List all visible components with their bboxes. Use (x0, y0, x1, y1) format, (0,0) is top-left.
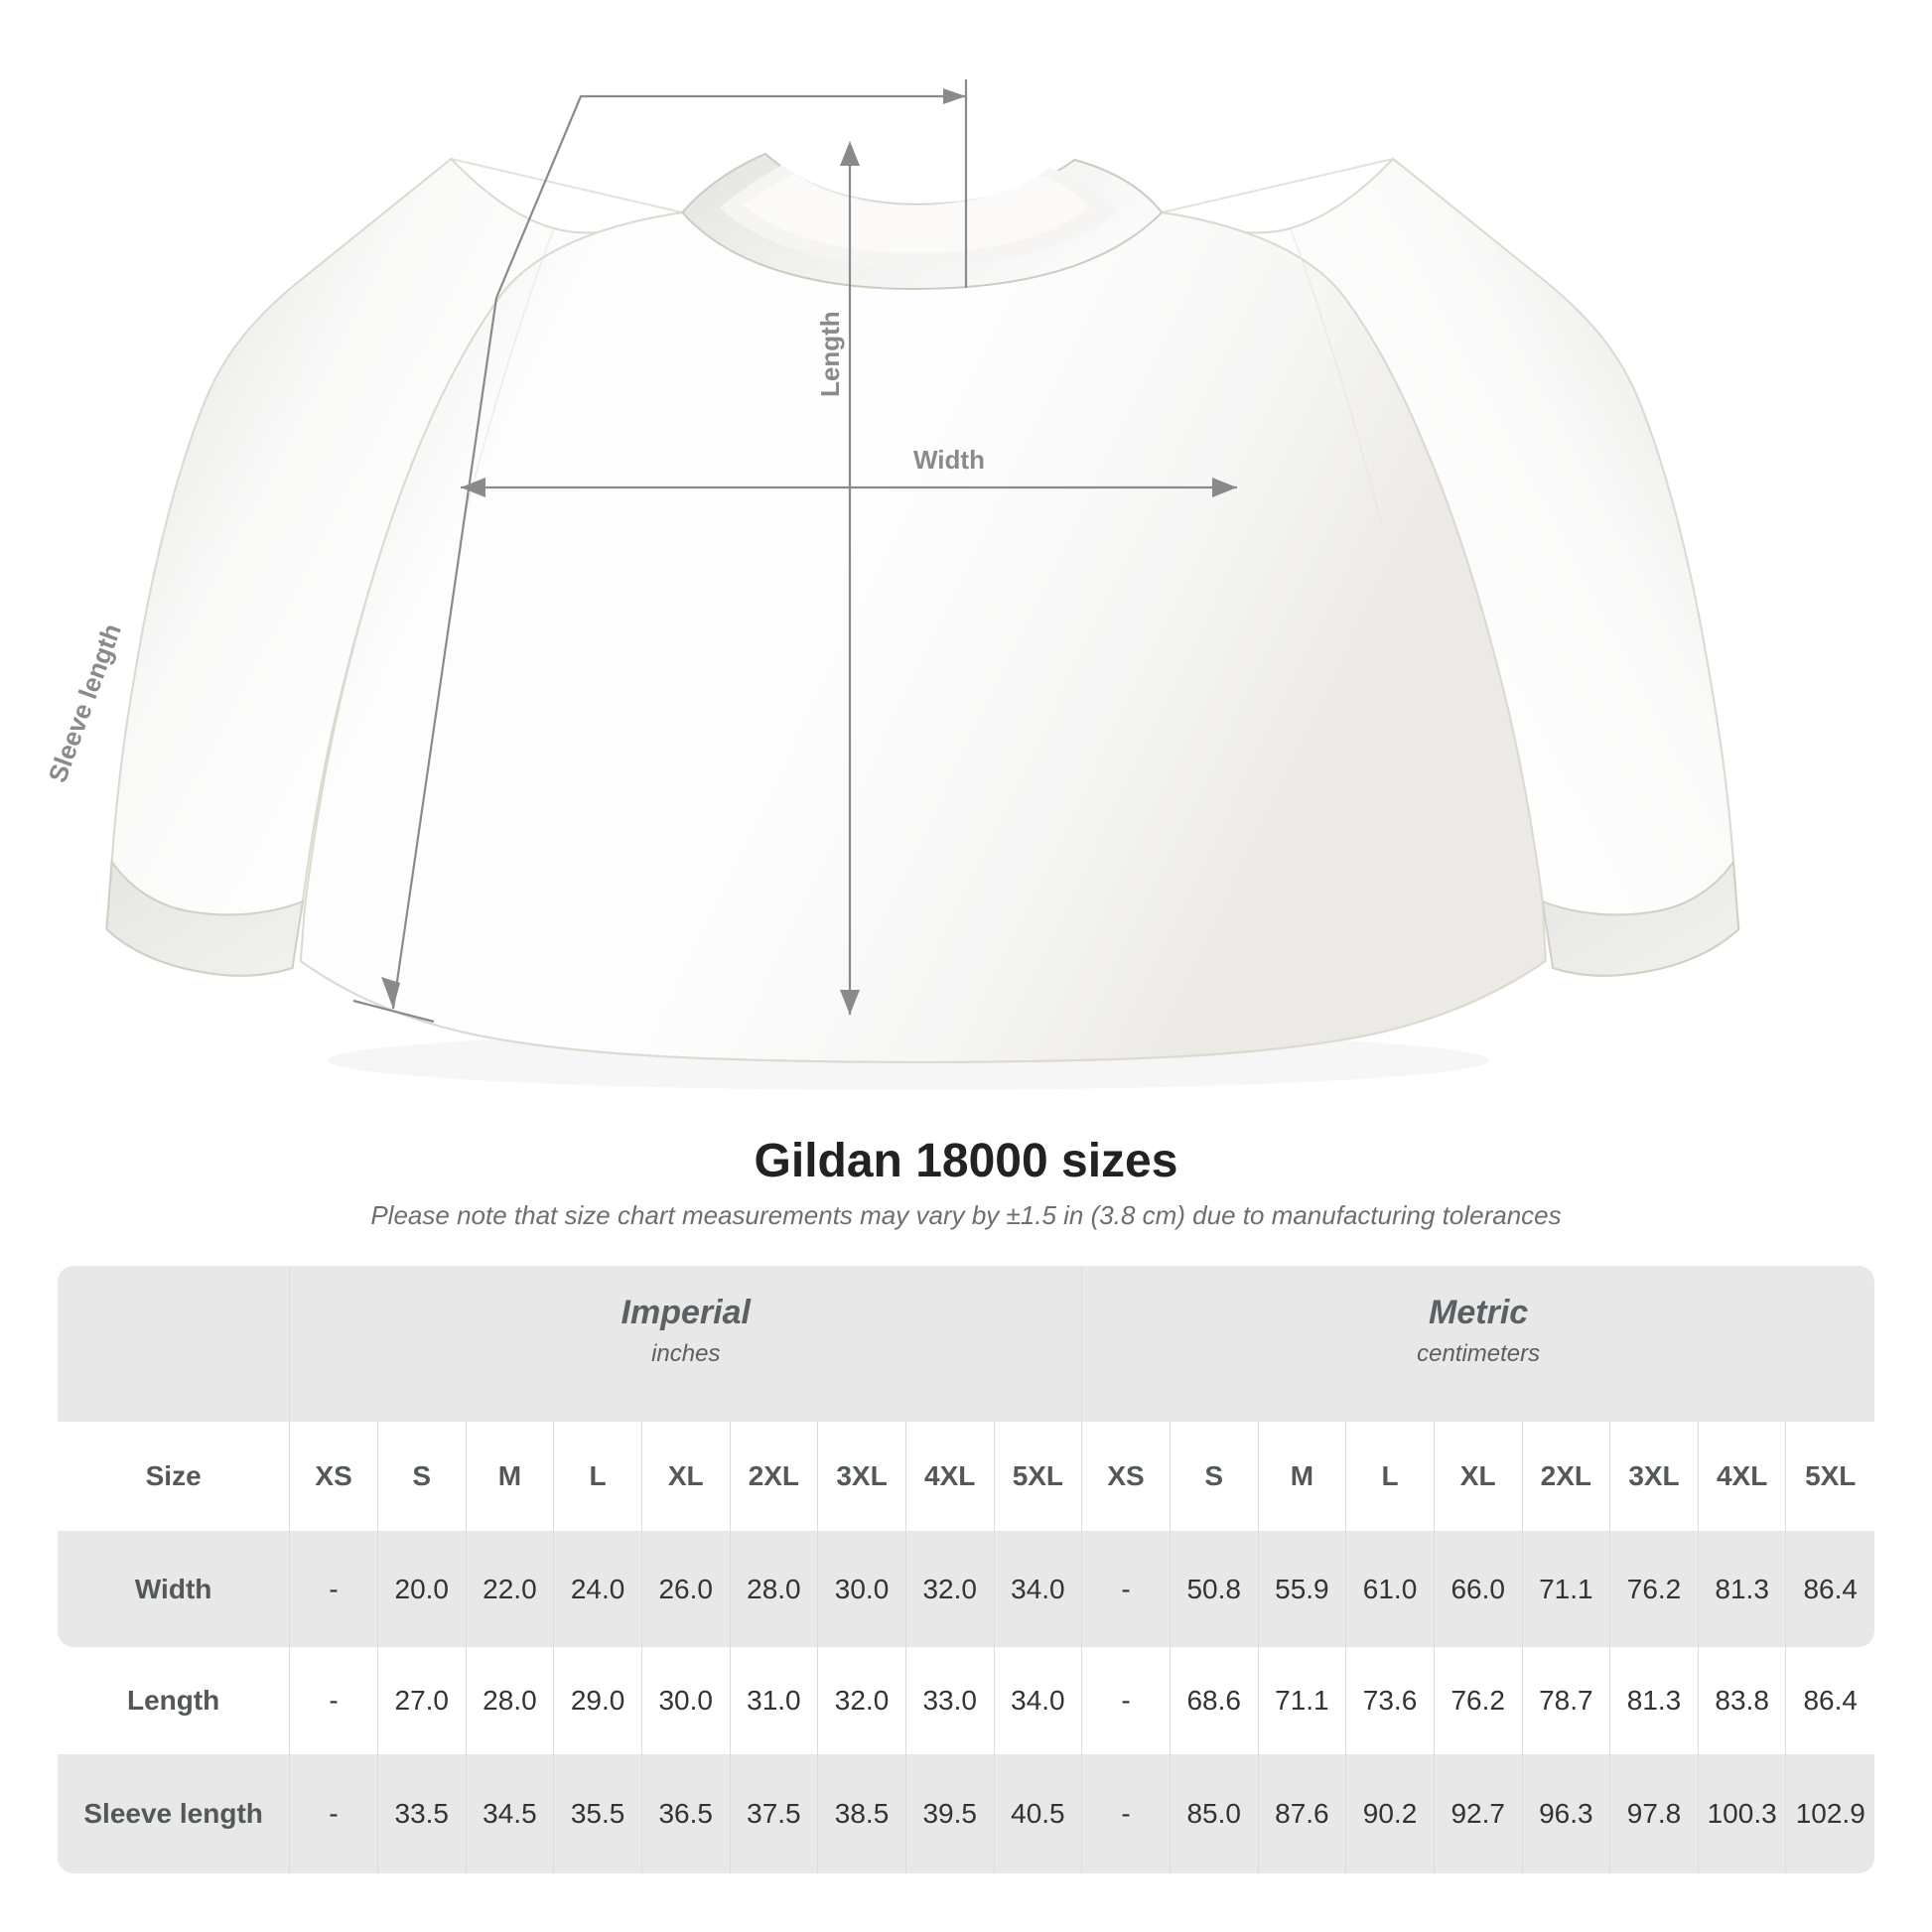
svg-text:Length: Length (815, 311, 845, 397)
svg-text:Width: Width (913, 445, 985, 475)
svg-text:Sleeve length: Sleeve length (42, 620, 127, 786)
